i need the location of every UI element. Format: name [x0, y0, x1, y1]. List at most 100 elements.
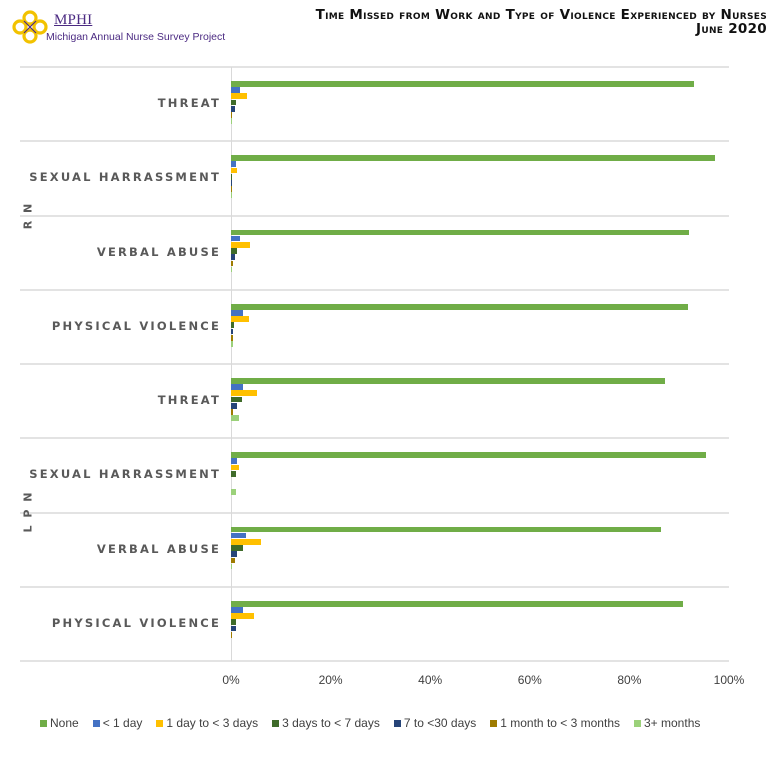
category-separator: [20, 288, 729, 291]
legend-label: None: [50, 716, 79, 730]
bar[interactable]: [231, 396, 242, 403]
bar[interactable]: [231, 87, 240, 93]
bar[interactable]: [231, 390, 257, 397]
group-label-rn: R N: [21, 201, 35, 229]
bar[interactable]: [231, 241, 250, 248]
bar[interactable]: [231, 415, 239, 421]
bar[interactable]: [231, 161, 236, 168]
bar[interactable]: [231, 532, 246, 539]
bar[interactable]: [231, 464, 239, 471]
bar[interactable]: [231, 563, 232, 570]
bar[interactable]: [231, 538, 261, 545]
bar[interactable]: [231, 619, 236, 626]
legend-item[interactable]: 1 day to < 3 days: [156, 716, 258, 730]
y-axis-line: [231, 67, 232, 661]
bar[interactable]: [231, 180, 233, 186]
mphi-logo: MPHI Michigan Annual Nurse Survey Projec…: [10, 8, 230, 46]
bar[interactable]: [231, 303, 689, 310]
bar[interactable]: [231, 118, 232, 124]
chart-title-line2: June 2020: [696, 21, 767, 37]
bar[interactable]: [231, 545, 243, 551]
chart-title: Time Missed from Work and Type of Violen…: [316, 8, 767, 36]
bar[interactable]: [231, 105, 235, 112]
legend-label: 3 days to < 7 days: [282, 716, 380, 730]
category-label: THREAT: [157, 393, 221, 408]
bar[interactable]: [231, 384, 243, 390]
category-separator: [20, 511, 729, 514]
bar[interactable]: [231, 186, 233, 193]
bar[interactable]: [231, 402, 237, 409]
bar[interactable]: [231, 328, 233, 335]
bar[interactable]: [231, 81, 695, 87]
bar[interactable]: [231, 600, 684, 607]
category-label: SEXUAL HARRASSMENT: [29, 467, 221, 482]
legend-swatch-icon: [490, 719, 498, 727]
category-separator: [20, 214, 729, 217]
category-separator: [20, 437, 729, 440]
bar[interactable]: [231, 322, 234, 329]
bar[interactable]: [231, 155, 716, 162]
legend-label: < 1 day: [102, 716, 143, 730]
chart-legend: None < 1 day 1 day to < 3 days 3 days to < …: [40, 716, 700, 730]
x-axis-tick: 60%: [517, 673, 542, 687]
x-axis-tick: 40%: [418, 673, 443, 687]
legend-item[interactable]: < 1 day: [92, 716, 143, 730]
bar[interactable]: [231, 625, 236, 632]
bar[interactable]: [231, 458, 237, 465]
legend-item[interactable]: 7 to <30 days: [393, 716, 477, 730]
category-label: THREAT: [157, 96, 221, 111]
legend-swatch-icon: [156, 719, 164, 727]
category-separator: [20, 660, 729, 662]
bar[interactable]: [231, 557, 235, 564]
bar[interactable]: [231, 489, 236, 496]
bar[interactable]: [231, 470, 236, 477]
legend-swatch-icon: [92, 719, 100, 727]
category-separator: [20, 140, 729, 143]
legend-swatch-icon: [634, 719, 641, 727]
category-separator: [20, 363, 729, 365]
legend-item[interactable]: 1 month to < 3 months: [490, 716, 620, 730]
bar[interactable]: [231, 409, 233, 415]
legend-swatch-icon: [393, 719, 401, 727]
legend-label: 7 to <30 days: [403, 716, 477, 730]
category-label: PHYSICAL VIOLENCE: [51, 318, 221, 333]
legend-label: 1 day to < 3 days: [166, 716, 259, 730]
legend-swatch-icon: [40, 719, 47, 727]
legend-item[interactable]: None: [40, 716, 79, 730]
category-label: VERBAL ABUSE: [96, 244, 221, 259]
bar[interactable]: [231, 613, 254, 619]
bar[interactable]: [231, 235, 240, 242]
logo-subtitle: Michigan Annual Nurse Survey Project: [46, 31, 226, 43]
bar[interactable]: [231, 229, 690, 236]
bar[interactable]: [231, 99, 236, 106]
bar[interactable]: [231, 112, 232, 118]
category-separator: [20, 66, 729, 68]
bar[interactable]: [231, 266, 232, 273]
bar[interactable]: [231, 260, 233, 267]
bar[interactable]: [231, 167, 237, 174]
bar[interactable]: [231, 173, 232, 180]
bar[interactable]: [231, 606, 243, 613]
bar[interactable]: [231, 526, 661, 533]
bar[interactable]: [231, 340, 233, 347]
bar[interactable]: [231, 378, 665, 384]
bar[interactable]: [231, 631, 232, 638]
bar[interactable]: [231, 248, 237, 254]
bar[interactable]: [231, 551, 237, 558]
legend-item[interactable]: 3 days to < 7 days: [272, 716, 380, 730]
legend-swatch-icon: [272, 719, 280, 727]
x-axis-tick: 80%: [617, 673, 642, 687]
bar[interactable]: [231, 192, 232, 199]
mphi-knot-icon: [12, 10, 48, 44]
bar[interactable]: [231, 254, 235, 261]
bar[interactable]: [231, 316, 249, 322]
legend-item[interactable]: 3+ months: [634, 716, 700, 730]
group-label-lpn: L P N: [21, 490, 35, 532]
x-axis-tick: 20%: [318, 673, 343, 687]
chart-title-line1: Time Missed from Work and Type of Violen…: [315, 7, 767, 23]
bar[interactable]: [231, 309, 243, 316]
bar[interactable]: [231, 334, 233, 341]
bar[interactable]: [231, 452, 707, 459]
bar[interactable]: [231, 93, 247, 100]
